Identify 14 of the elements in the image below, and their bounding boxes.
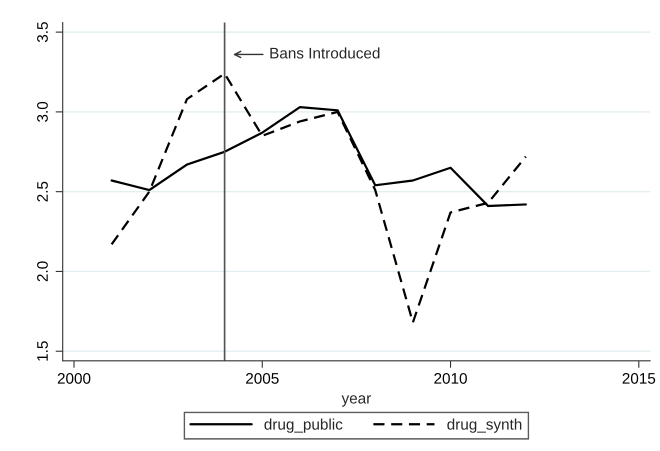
y-tick-label: 2.5 xyxy=(37,182,48,202)
legend-label: drug_public xyxy=(264,418,342,433)
y-tick-label: 3.0 xyxy=(37,102,48,122)
x-tick-label: 2015 xyxy=(622,373,656,384)
x-tick-label: 2010 xyxy=(434,373,467,384)
x-axis-title: year xyxy=(342,395,372,407)
x-tick-label: 2000 xyxy=(58,373,90,384)
y-tick-label: 2.0 xyxy=(37,261,48,282)
y-tick-label: 1.5 xyxy=(37,341,48,361)
line-series xyxy=(110,72,527,324)
legend-label: drug_synth xyxy=(447,418,522,433)
annotation: Bans Introduced xyxy=(270,47,380,59)
x-tick-label: 2005 xyxy=(246,373,279,384)
y-tick-label: 3.5 xyxy=(37,22,48,42)
